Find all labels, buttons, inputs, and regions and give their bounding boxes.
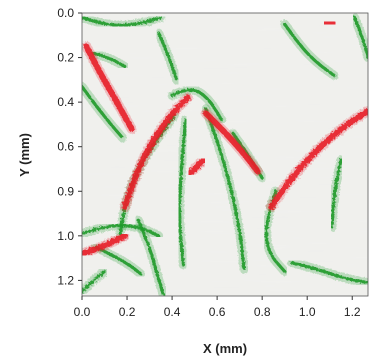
y-tick-label: 1.0 xyxy=(57,229,74,243)
x-tick-label: 0.2 xyxy=(119,305,136,319)
x-tick-label: 1.0 xyxy=(299,305,316,319)
x-tick-label: 0.8 xyxy=(254,305,271,319)
x-tick-label: 0.6 xyxy=(209,305,226,319)
y-tick-label: 0.2 xyxy=(57,51,74,65)
y-tick-label: 0.4 xyxy=(57,95,74,109)
x-axis: 0.0 0.2 0.4 0.6 0.8 1.0 1.2 xyxy=(74,296,361,319)
x-tick-label: 0.0 xyxy=(74,305,91,319)
y-tick-label: 0.9 xyxy=(57,184,74,198)
x-axis-label: X (mm) xyxy=(203,341,247,356)
plot-area xyxy=(82,13,368,296)
red-phase-streak xyxy=(325,22,334,24)
y-tick-label: 0.0 xyxy=(57,6,74,20)
y-tick-label: 1.2 xyxy=(57,273,74,287)
y-axis-label: Y (mm) xyxy=(17,133,32,177)
y-axis: 0.0 0.2 0.4 0.6 0.9 1.0 1.2 xyxy=(57,6,82,287)
y-tick-label: 0.6 xyxy=(57,140,74,154)
x-tick-label: 0.4 xyxy=(164,305,181,319)
x-tick-label: 1.2 xyxy=(344,305,361,319)
